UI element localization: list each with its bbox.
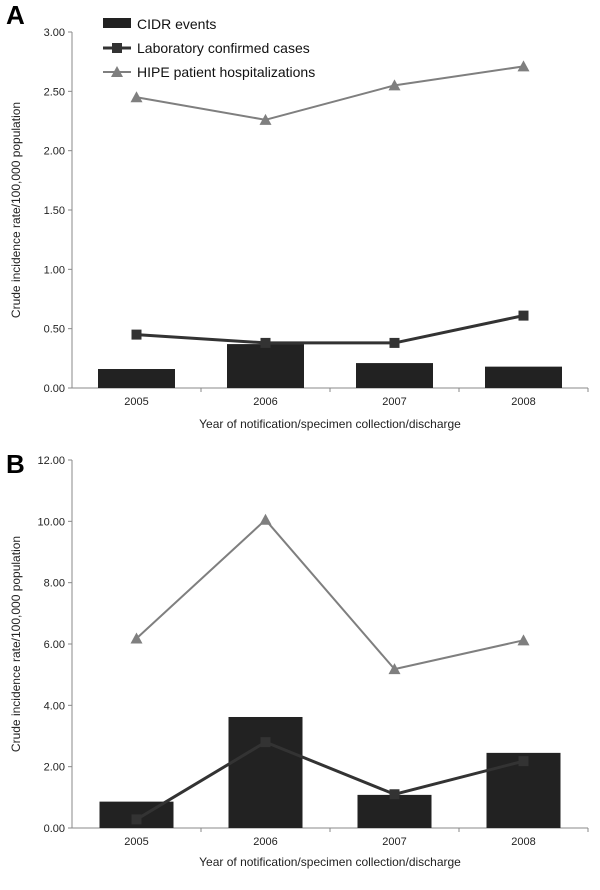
point-hipe-hospitalizations bbox=[259, 113, 272, 125]
y-tick-label: 1.00 bbox=[44, 264, 65, 276]
line-hipe-hospitalizations bbox=[135, 518, 524, 671]
bar-cidr-events bbox=[485, 366, 562, 388]
point-laboratory-confirmed bbox=[260, 737, 271, 748]
point-laboratory-confirmed bbox=[389, 789, 400, 800]
legend-swatch-bar bbox=[103, 18, 131, 28]
x-tick-label: 2007 bbox=[382, 396, 406, 408]
panel-letter: B bbox=[6, 449, 25, 479]
line-laboratory-confirmed bbox=[135, 740, 524, 821]
line-hipe-hospitalizations bbox=[136, 65, 524, 121]
point-hipe-hospitalizations bbox=[130, 632, 143, 644]
point-laboratory-confirmed bbox=[518, 310, 529, 321]
x-tick-label: 2005 bbox=[124, 396, 148, 408]
line-laboratory-confirmed bbox=[136, 314, 524, 345]
bar-cidr-events bbox=[228, 716, 303, 828]
panel-letter: A bbox=[6, 0, 25, 30]
y-axis-title: Crude incidence rate/100,000 population bbox=[9, 536, 23, 752]
point-laboratory-confirmed bbox=[260, 337, 271, 348]
legend-label: HIPE patient hospitalizations bbox=[137, 64, 315, 80]
y-tick-label: 4.00 bbox=[44, 700, 65, 712]
point-laboratory-confirmed bbox=[131, 814, 142, 825]
y-axis-title: Crude incidence rate/100,000 population bbox=[9, 102, 23, 318]
point-laboratory-confirmed bbox=[131, 329, 142, 340]
y-tick-label: 8.00 bbox=[44, 578, 65, 590]
y-tick-label: 6.00 bbox=[44, 639, 65, 651]
point-hipe-hospitalizations bbox=[388, 663, 401, 675]
x-tick-label: 2008 bbox=[511, 396, 535, 408]
legend-swatch-triangle bbox=[111, 66, 123, 77]
point-laboratory-confirmed bbox=[518, 756, 529, 767]
x-tick-label: 2005 bbox=[124, 836, 148, 848]
y-tick-label: 12.00 bbox=[37, 455, 65, 467]
point-laboratory-confirmed bbox=[389, 337, 400, 348]
legend-label: Laboratory confirmed cases bbox=[137, 40, 310, 56]
x-tick-label: 2008 bbox=[511, 836, 535, 848]
bar-cidr-events bbox=[357, 794, 432, 828]
y-tick-label: 2.50 bbox=[44, 86, 65, 98]
y-tick-label: 1.50 bbox=[44, 205, 65, 217]
bar-cidr-events bbox=[356, 363, 433, 388]
y-tick-label: 3.00 bbox=[44, 27, 65, 39]
y-tick-label: 10.00 bbox=[37, 516, 65, 528]
legend: CIDR events Laboratory confirmed cases HIP… bbox=[103, 16, 315, 80]
point-hipe-hospitalizations bbox=[259, 513, 272, 525]
point-hipe-hospitalizations bbox=[517, 60, 530, 72]
x-axis-title: Year of notification/specimen collection… bbox=[199, 855, 461, 869]
chart-panel-a: A 0.00 0.50 1.00 1.50 2.00 2.50 3.00 Crude incid… bbox=[6, 0, 589, 431]
bar-cidr-events bbox=[98, 369, 175, 388]
y-tick-label: 0.50 bbox=[44, 324, 65, 336]
y-tick-label: 2.00 bbox=[44, 146, 65, 158]
x-tick-label: 2006 bbox=[253, 396, 277, 408]
legend-label: CIDR events bbox=[137, 16, 216, 32]
legend-swatch-square bbox=[112, 43, 122, 53]
y-tick-label: 2.00 bbox=[44, 762, 65, 774]
y-tick-label: 0.00 bbox=[44, 823, 65, 835]
x-tick-label: 2007 bbox=[382, 836, 406, 848]
chart-panel-b: B 0.00 2.00 4.00 6.00 8.00 10.00 12.00 Crude inc… bbox=[6, 449, 589, 869]
bar-cidr-events bbox=[227, 344, 304, 388]
point-hipe-hospitalizations bbox=[517, 634, 530, 646]
point-hipe-hospitalizations bbox=[130, 91, 143, 103]
x-tick-label: 2006 bbox=[253, 836, 277, 848]
point-hipe-hospitalizations bbox=[388, 79, 401, 91]
y-tick-label: 0.00 bbox=[44, 383, 65, 395]
x-axis-title: Year of notification/specimen collection… bbox=[199, 417, 461, 431]
